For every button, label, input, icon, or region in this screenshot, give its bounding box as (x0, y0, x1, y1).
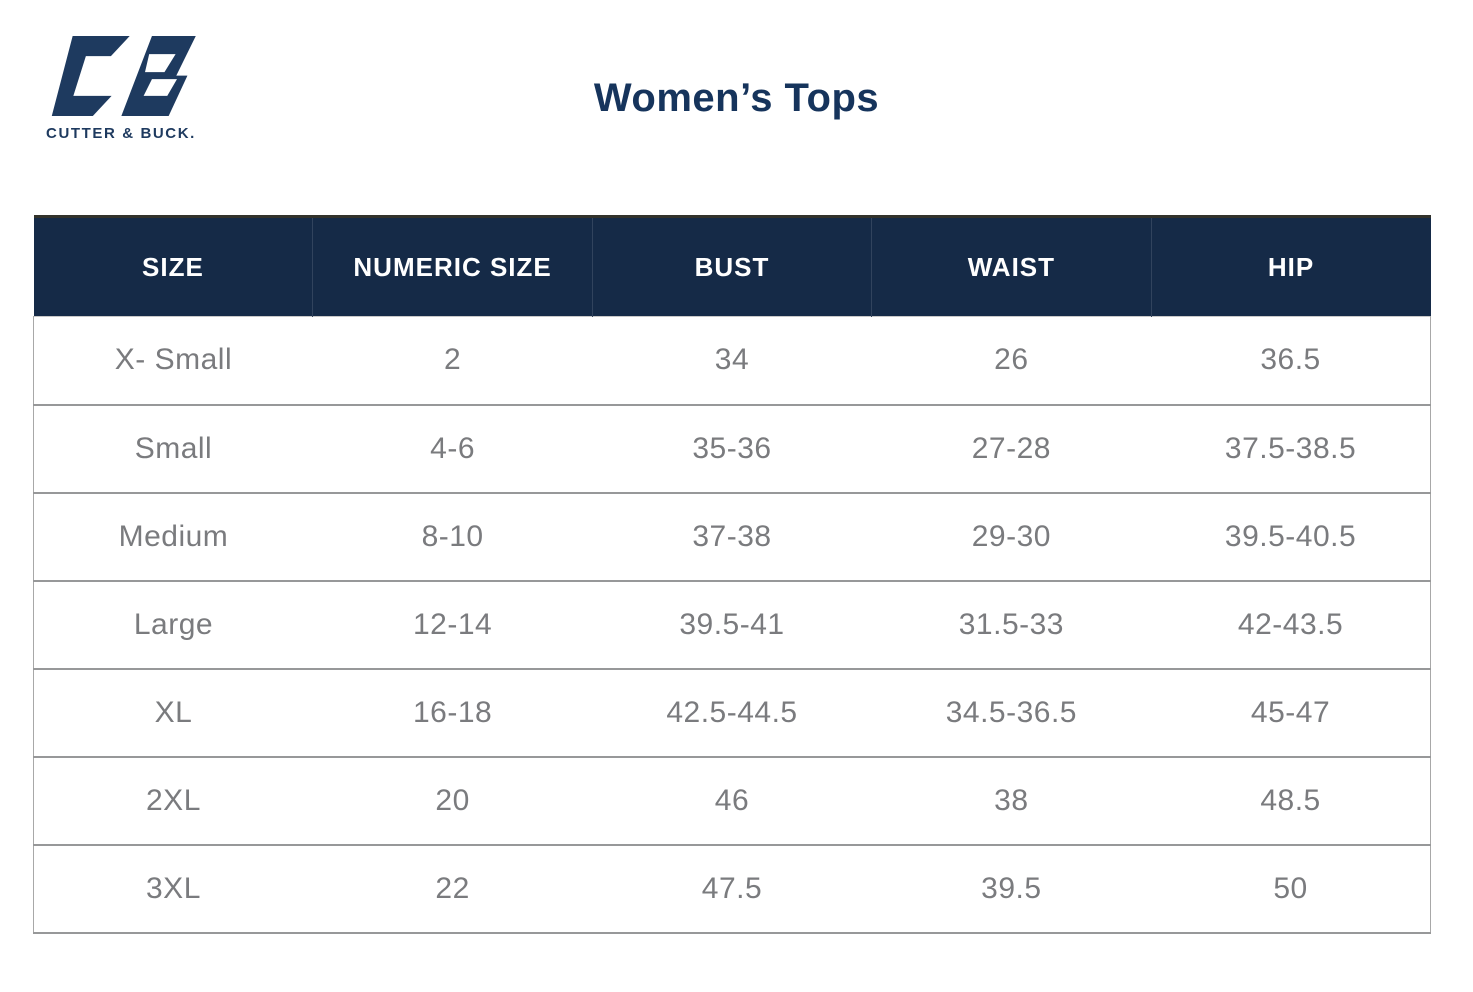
table-row: Medium 8-10 37-38 29-30 39.5-40.5 (32, 492, 1432, 582)
size-label-cell: 2XL (32, 756, 313, 846)
table-row: 2XL 20 46 38 48.5 (32, 756, 1432, 846)
measurement-cell: 27-28 (871, 404, 1152, 494)
measurement-cell: 38 (871, 756, 1152, 846)
measurement-cell: 37-38 (592, 492, 872, 582)
table-header-row: SIZE NUMERIC SIZE BUST WAIST HIP (33, 215, 1431, 317)
measurement-cell: 50 (1151, 844, 1432, 934)
measurement-cell: 22 (312, 844, 593, 934)
size-label-cell: XL (32, 668, 313, 758)
table-row: X- Small 2 34 26 36.5 (32, 316, 1432, 406)
column-header-size: SIZE (33, 215, 313, 317)
measurement-cell: 39.5 (871, 844, 1152, 934)
column-header-numeric-size: NUMERIC SIZE (312, 215, 593, 317)
column-header-bust: BUST (591, 215, 872, 317)
table-row: XL 16-18 42.5-44.5 34.5-36.5 45-47 (32, 668, 1432, 758)
measurement-cell: 42.5-44.5 (592, 668, 872, 758)
measurement-cell: 8-10 (312, 492, 593, 582)
brand-logo: CUTTER & BUCK. (45, 36, 197, 142)
measurement-cell: 39.5-41 (592, 580, 872, 670)
size-label-cell: 3XL (32, 844, 313, 934)
size-label-cell: Large (32, 580, 313, 670)
measurement-cell: 4-6 (312, 404, 593, 494)
size-label-cell: Small (32, 404, 313, 494)
table-head: SIZE NUMERIC SIZE BUST WAIST HIP (33, 215, 1431, 317)
measurement-cell: 26 (871, 316, 1152, 406)
page-title: Women’s Tops (593, 76, 880, 120)
size-label-cell: X- Small (32, 316, 313, 406)
measurement-cell: 12-14 (312, 580, 593, 670)
column-header-waist: WAIST (871, 215, 1152, 317)
brand-wordmark: CUTTER & BUCK. (46, 125, 196, 142)
measurement-cell: 42-43.5 (1151, 580, 1432, 670)
measurement-cell: 16-18 (312, 668, 593, 758)
measurement-cell: 35-36 (592, 404, 872, 494)
measurement-cell: 39.5-40.5 (1151, 492, 1432, 582)
measurement-cell: 2 (312, 316, 593, 406)
measurement-cell: 46 (592, 756, 872, 846)
measurement-cell: 37.5-38.5 (1151, 404, 1432, 494)
measurement-cell: 45-47 (1151, 668, 1432, 758)
measurement-cell: 36.5 (1151, 316, 1432, 406)
cutter-buck-monogram-icon (51, 36, 196, 116)
table-body: X- Small 2 34 26 36.5 Small 4-6 35-36 27-28 37.5-… (32, 316, 1432, 934)
measurement-cell: 47.5 (592, 844, 872, 934)
size-chart-table: SIZE NUMERIC SIZE BUST WAIST HIP X- Small 2 34… (32, 215, 1432, 934)
table-row: Large 12-14 39.5-41 31.5-33 42-43.5 (32, 580, 1432, 670)
table-row: 3XL 22 47.5 39.5 50 (32, 844, 1432, 934)
measurement-cell: 20 (312, 756, 593, 846)
column-header-hip: HIP (1150, 215, 1431, 317)
measurement-cell: 34.5-36.5 (871, 668, 1152, 758)
measurement-cell: 34 (592, 316, 872, 406)
measurement-cell: 29-30 (871, 492, 1152, 582)
measurement-cell: 48.5 (1151, 756, 1432, 846)
table-row: Small 4-6 35-36 27-28 37.5-38.5 (32, 404, 1432, 494)
size-label-cell: Medium (32, 492, 313, 582)
measurement-cell: 31.5-33 (871, 580, 1152, 670)
